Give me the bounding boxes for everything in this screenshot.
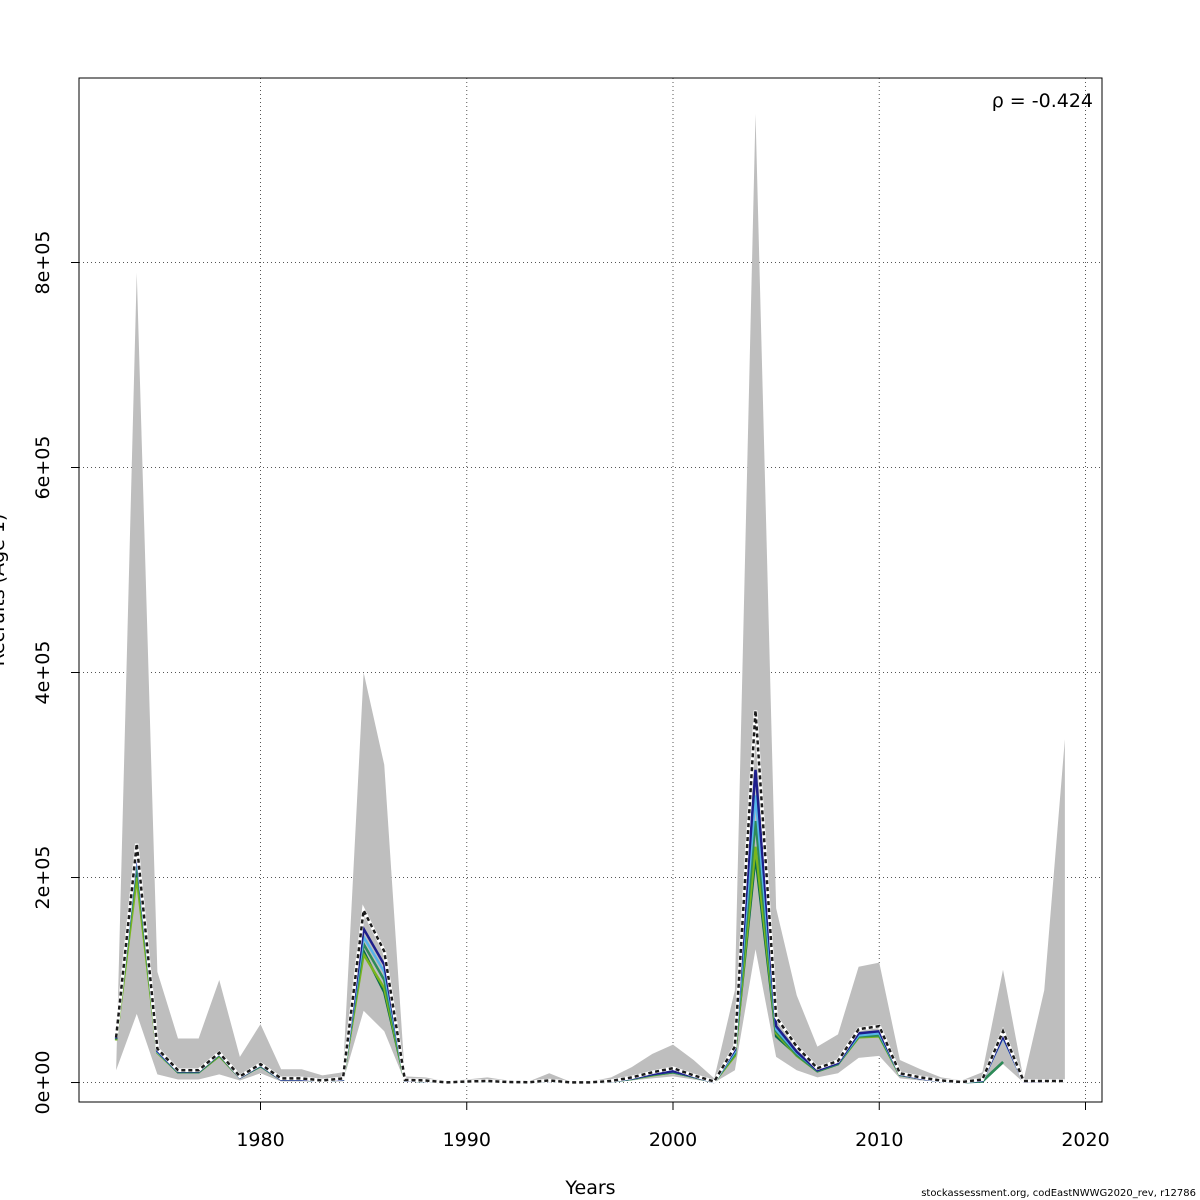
plot-frame bbox=[78, 77, 1103, 1103]
grid-lines bbox=[79, 78, 1102, 1102]
rho-annotation: ρ = -0.424 bbox=[992, 90, 1093, 112]
source-footer: stockassessment.org, codEastNWWG2020_rev… bbox=[921, 1188, 1196, 1199]
y-tick-label: 2e+05 bbox=[32, 846, 54, 910]
y-tick-label: 4e+05 bbox=[32, 641, 54, 705]
y-axis-title: Recruits (Age 1) bbox=[0, 514, 9, 667]
y-tick-label: 0e+00 bbox=[32, 1051, 54, 1115]
x-tick-label: 2010 bbox=[855, 1129, 903, 1151]
x-tick-label: 1980 bbox=[236, 1129, 284, 1151]
x-tick-label: 2020 bbox=[1061, 1129, 1109, 1151]
y-tick-label: 8e+05 bbox=[32, 231, 54, 295]
series-line-halo bbox=[114, 710, 1065, 1085]
x-axis: 1980 1990 2000 2010 2020 bbox=[236, 1102, 1110, 1151]
x-tick-label: 2000 bbox=[649, 1129, 697, 1151]
x-axis-title: Years bbox=[564, 1177, 615, 1199]
x-tick-label: 1990 bbox=[443, 1129, 491, 1151]
y-tick-label: 6e+05 bbox=[32, 436, 54, 500]
series-lines bbox=[114, 710, 1065, 1085]
y-axis: 0e+00 2e+05 4e+05 6e+05 8e+05 bbox=[32, 231, 79, 1115]
